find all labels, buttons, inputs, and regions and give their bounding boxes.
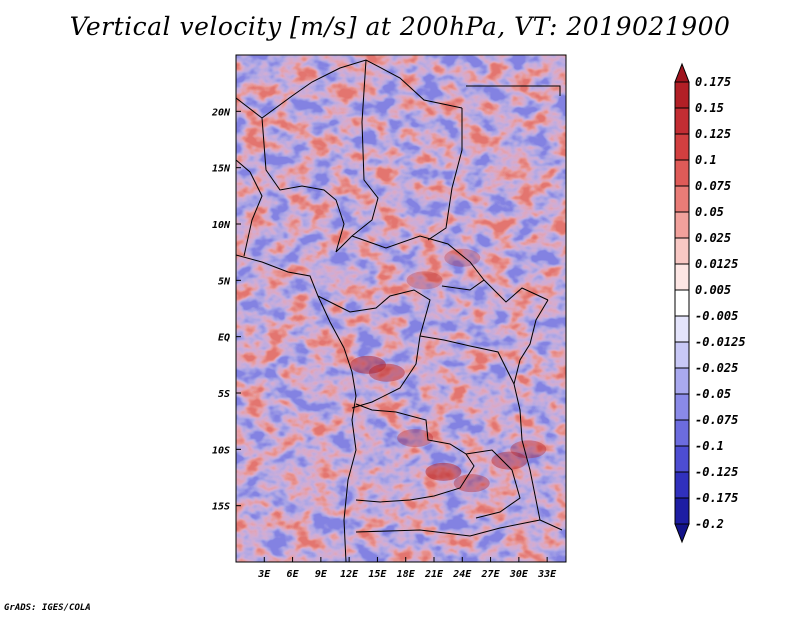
colorbar-label: -0.05 — [695, 387, 731, 401]
colorbar-swatch — [674, 445, 690, 473]
updraft-patch — [510, 440, 547, 459]
colorbar-swatch — [674, 315, 690, 343]
colorbar-label: 0.025 — [695, 231, 731, 245]
x-tick-label: 15E — [368, 569, 387, 580]
velocity-field — [236, 55, 566, 562]
border-lakes — [419, 335, 515, 385]
updraft-patch — [368, 363, 405, 382]
colorbar-label: -0.005 — [695, 309, 738, 323]
colorbar-swatch — [674, 185, 690, 213]
colorbar-swatch — [674, 471, 690, 499]
border-sudan — [466, 85, 561, 96]
x-tick-label: 12E — [340, 569, 359, 580]
colorbar-swatch — [674, 263, 690, 291]
colorbar-label: -0.2 — [695, 517, 724, 531]
updraft-patch — [397, 429, 434, 448]
border-westafrica — [236, 159, 263, 257]
colorbar-swatch — [674, 393, 690, 421]
colorbar-label: -0.1 — [695, 439, 724, 453]
colorbar-label: 0.05 — [695, 205, 724, 219]
coastline-east — [513, 299, 563, 531]
colorbar-label: -0.025 — [695, 361, 738, 375]
border-sahara — [236, 59, 463, 119]
y-tick-label: 5S — [218, 389, 230, 400]
map-frame — [235, 54, 567, 563]
colorbar-swatch — [674, 133, 690, 161]
border-congo — [317, 289, 431, 409]
colorbar-swatch — [674, 81, 690, 109]
colorbar-swatch — [674, 159, 690, 187]
y-tick-label: 5N — [218, 276, 231, 287]
border-car — [351, 235, 485, 291]
colorbar-label: 0.175 — [695, 75, 731, 89]
chart-title: Vertical velocity [m/s] at 200hPa, VT: 2… — [69, 12, 731, 41]
colorbar-label: 0.125 — [695, 127, 731, 141]
updraft-patch — [406, 271, 443, 290]
updraft-patch — [425, 462, 462, 481]
x-tick-label: 30E — [509, 569, 529, 580]
y-tick-label: 10N — [212, 220, 231, 231]
x-tick-label: 27E — [481, 569, 501, 580]
colorbar-label: 0.1 — [695, 153, 717, 167]
colorbar-label: -0.125 — [695, 465, 738, 479]
y-tick-label: 15N — [212, 164, 231, 175]
updraft-patch — [444, 248, 481, 267]
colorbar-swatch — [674, 237, 690, 265]
y-tick-label: EQ — [218, 333, 230, 344]
colorbar-swatch — [674, 497, 690, 525]
colorbar-label: 0.0125 — [695, 257, 738, 271]
colorbar: 0.175 0.15 0.125 0.1 0.075 0.05 0.025 0.0125 0.0… — [674, 62, 746, 544]
x-tick-label: 33E — [537, 569, 557, 580]
x-tick-label: 9E — [315, 569, 328, 580]
colorbar-label: -0.0125 — [695, 335, 746, 349]
colorbar-max-arrow — [674, 62, 690, 83]
updraft-patch — [453, 474, 490, 493]
colorbar-label: 0.075 — [695, 179, 731, 193]
y-tick-label: 10S — [212, 445, 230, 456]
border-nigeria — [261, 117, 345, 253]
x-tick-label: 24E — [452, 569, 472, 580]
map-panel — [235, 54, 567, 563]
x-tick-label: 3E — [257, 569, 271, 580]
updraft-patch — [350, 355, 386, 374]
colorbar-label: -0.175 — [695, 491, 738, 505]
colorbar-swatch — [674, 367, 690, 395]
coastline-west — [236, 254, 357, 562]
footer-credit: GrADS: IGES/COLA — [4, 603, 91, 613]
colorbar-label: 0.15 — [695, 101, 724, 115]
border-south — [355, 519, 541, 537]
updraft-patch — [491, 451, 528, 470]
colorbar-swatch — [674, 419, 690, 447]
x-tick-label: 6E — [287, 569, 300, 580]
colorbar-label: 0.005 — [695, 283, 731, 297]
border-east-africa — [483, 279, 549, 303]
x-tick-label: 18E — [397, 569, 416, 580]
colorbar-swatch — [674, 341, 690, 369]
border-chad-east — [427, 108, 463, 241]
strong-updraft-regions — [350, 248, 547, 493]
colorbar-min-arrow — [674, 523, 690, 544]
x-axis: 3E 6E 9E 12E 15E 18E 21E 24E 27E 30E 33E — [257, 557, 557, 580]
colorbar-swatch — [674, 211, 690, 239]
border-zambia — [465, 449, 521, 519]
colorbar-label: -0.075 — [695, 413, 738, 427]
country-borders — [236, 59, 563, 562]
y-axis: 20N 15N 10N 5N EQ 5S 10S 15S — [211, 107, 241, 513]
y-tick-label: 15S — [212, 502, 230, 513]
colorbar-swatch — [674, 107, 690, 135]
x-tick-label: 21E — [424, 569, 444, 580]
colorbar-swatch — [674, 289, 690, 317]
y-tick-label: 20N — [211, 107, 231, 118]
